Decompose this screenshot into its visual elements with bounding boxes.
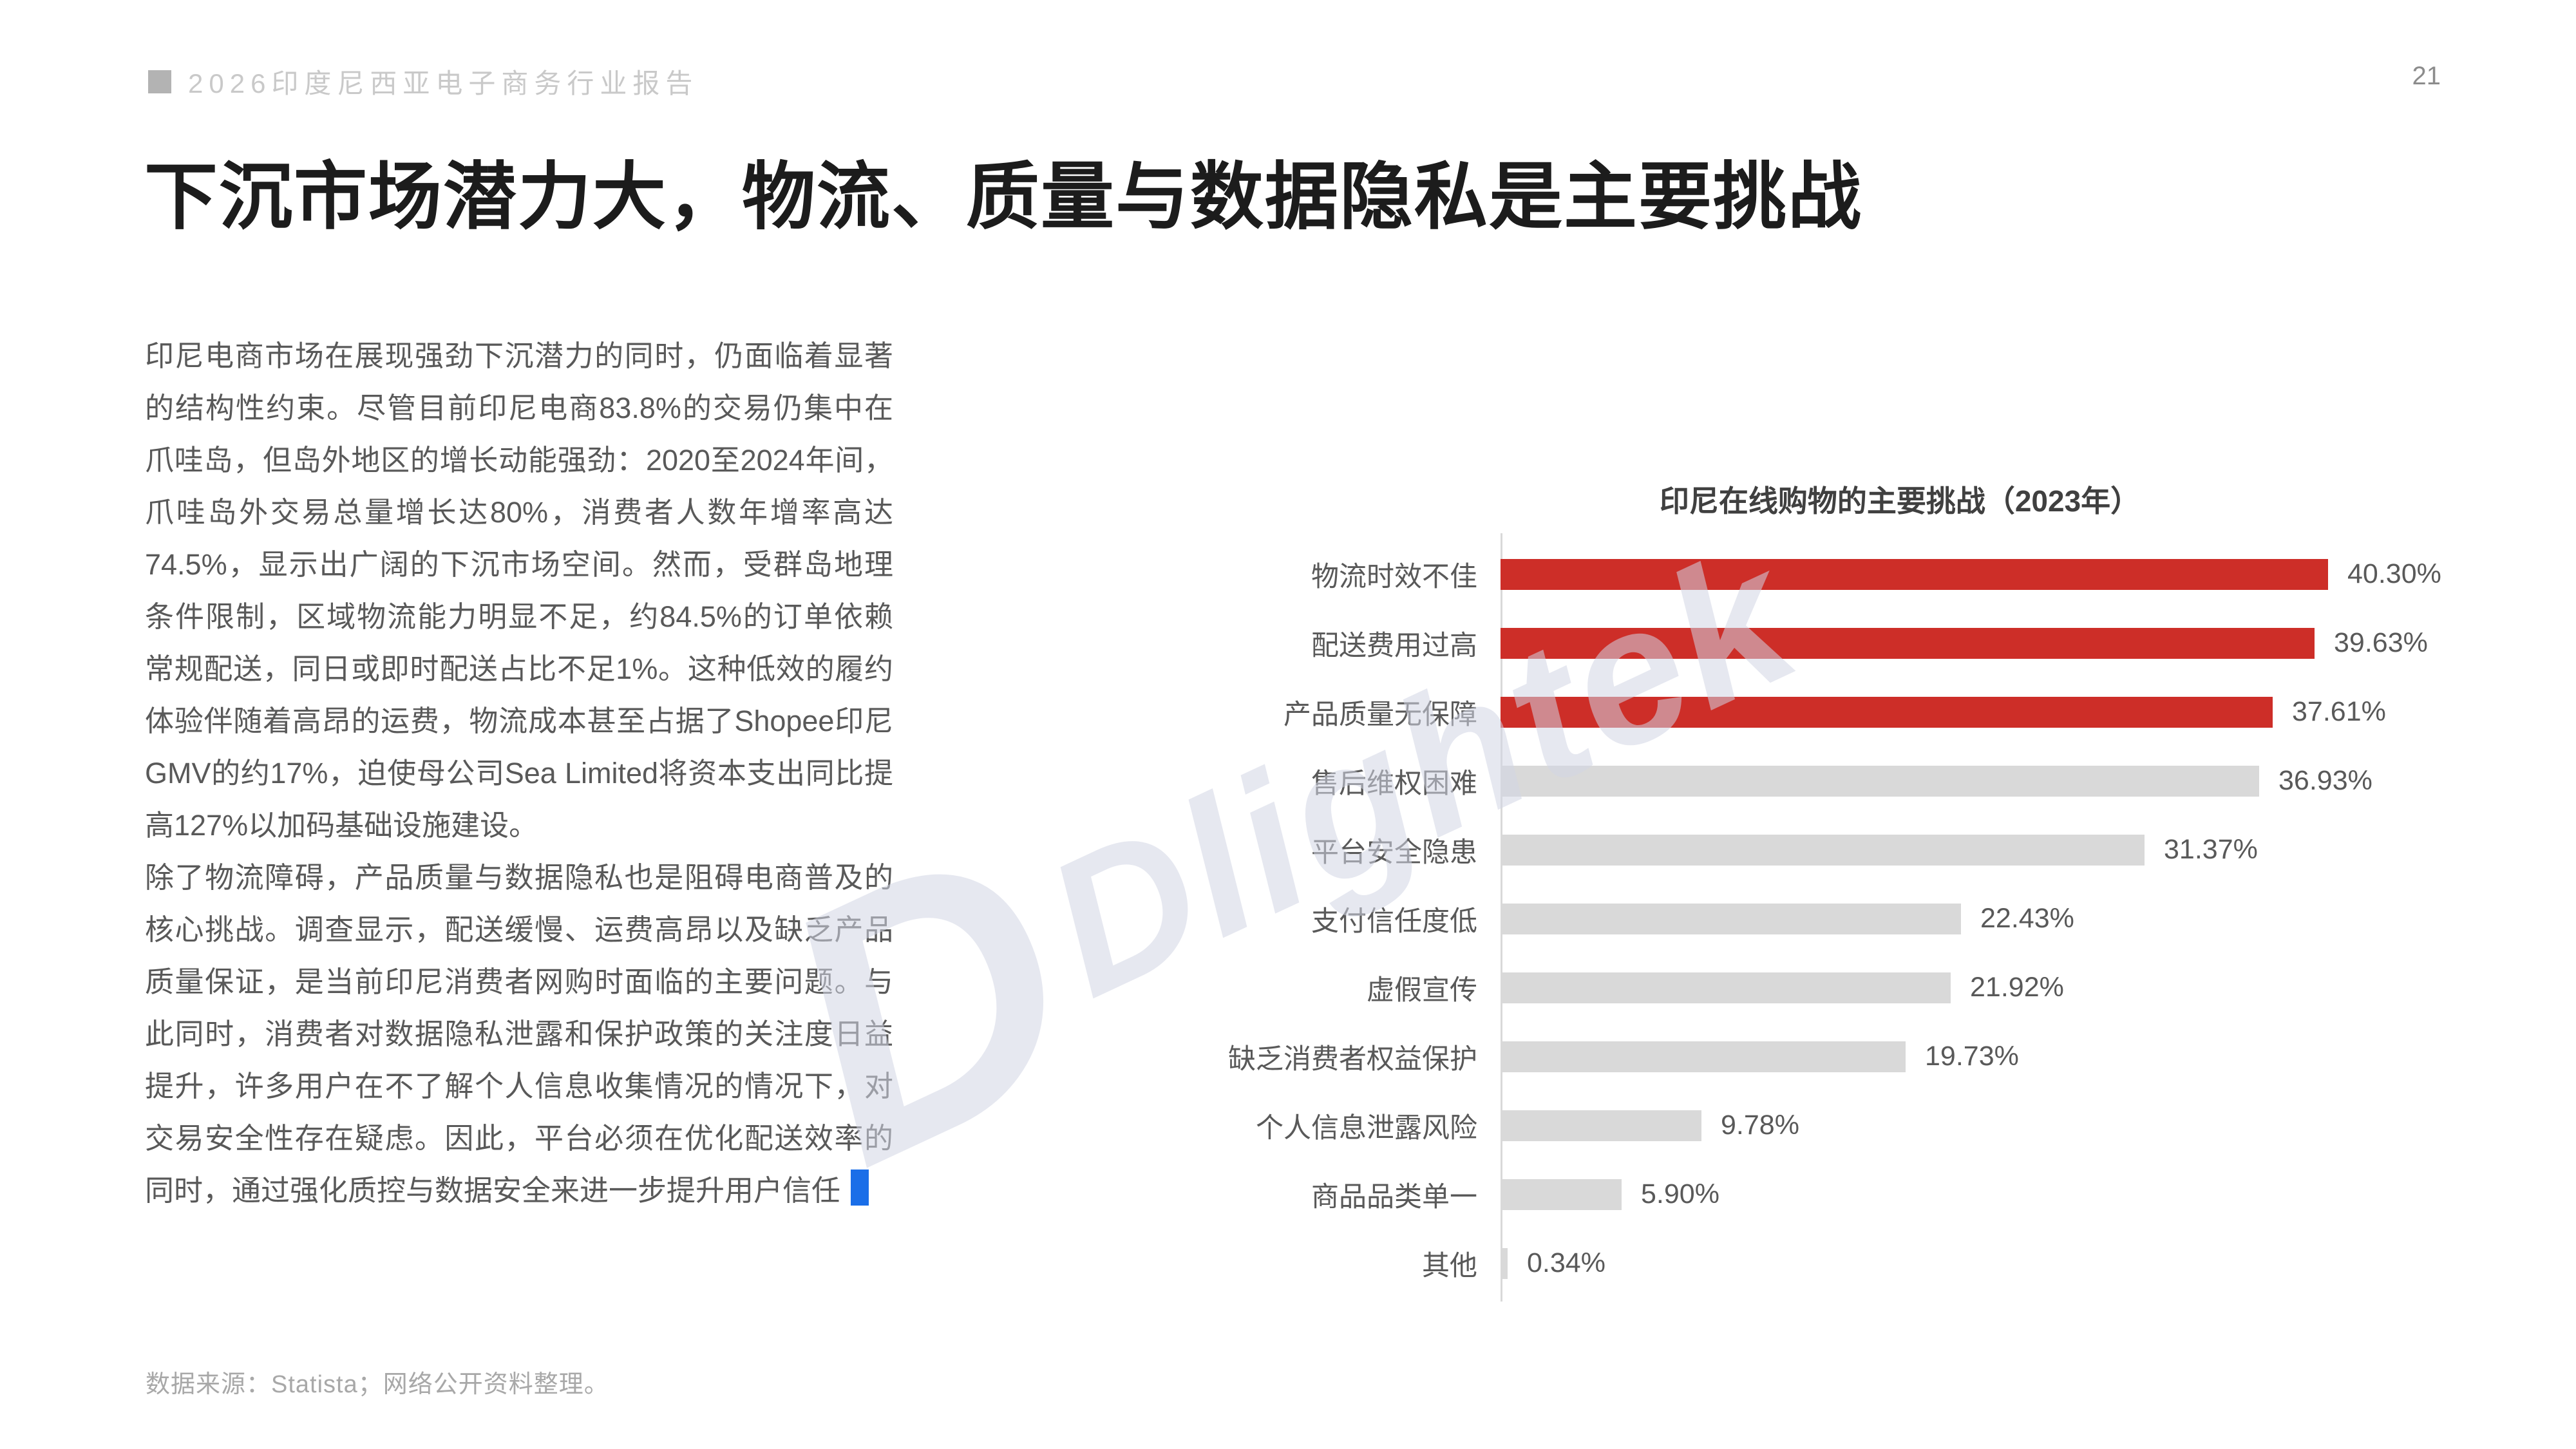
chart-rows: 物流时效不佳 40.30% 配送费用过高 39.63% 产品质量无保障 37.61% 售后维…: [1153, 540, 2537, 1298]
chart-row: 配送费用过高 39.63%: [1153, 609, 2537, 677]
category-label: 配送费用过高: [1311, 630, 1477, 661]
bar: [1501, 1179, 1622, 1210]
data-source-note: 数据来源：Statista；网络公开资料整理。: [146, 1371, 609, 1398]
paragraph: 印尼电商市场在展现强劲下沉潜力的同时，仍面临着显著的结构性约束。尽管目前印尼电商…: [145, 339, 893, 842]
bar-area: 37.61%: [1501, 696, 2537, 728]
chart-row: 个人信息泄露风险 9.78%: [1153, 1091, 2537, 1160]
value-label: 37.61%: [2292, 696, 2386, 727]
chart-row: 其他 0.34%: [1153, 1229, 2537, 1298]
chart-row: 物流时效不佳 40.30%: [1153, 540, 2537, 609]
chart-row: 商品品类单一 5.90%: [1153, 1160, 2537, 1229]
paragraph: 除了物流障碍，产品质量与数据隐私也是阻碍电商普及的核心挑战。调查显示，配送缓慢、…: [145, 851, 893, 1217]
value-label: 36.93%: [2278, 765, 2372, 796]
category-label: 平台安全隐患: [1311, 837, 1477, 868]
header-marker-square: [148, 70, 171, 93]
category-label: 物流时效不佳: [1311, 561, 1477, 592]
bar: [1501, 972, 1951, 1003]
category-label: 商品品类单一: [1311, 1181, 1477, 1213]
chart-title: 印尼在线购物的主要挑战（2023年）: [1659, 484, 2141, 518]
bar: [1501, 696, 2273, 728]
category-label: 产品质量无保障: [1283, 699, 1477, 730]
page-number: 21: [2412, 62, 2441, 90]
bar-area: 0.34%: [1501, 1247, 2537, 1279]
bar-area: 5.90%: [1501, 1179, 2537, 1210]
category-label: 其他: [1422, 1250, 1477, 1282]
body-text-block: 印尼电商市场在展现强劲下沉潜力的同时，仍面临着显著的结构性约束。尽管目前印尼电商…: [145, 330, 893, 1217]
bar: [1501, 1247, 1508, 1279]
page-title: 下沉市场潜力大，物流、质量与数据隐私是主要挑战: [144, 156, 1863, 239]
value-label: 0.34%: [1527, 1247, 1605, 1278]
bar: [1501, 627, 2315, 659]
bar: [1501, 903, 1961, 934]
value-label: 9.78%: [1721, 1110, 1799, 1141]
value-label: 21.92%: [1970, 972, 2064, 1003]
bar-area: 22.43%: [1501, 903, 2537, 934]
chart-row: 平台安全隐患 31.37%: [1153, 815, 2537, 884]
bar-area: 21.92%: [1501, 972, 2537, 1003]
bar: [1501, 1110, 1701, 1141]
paragraph-text: 除了物流障碍，产品质量与数据隐私也是阻碍电商普及的核心挑战。调查显示，配送缓慢、…: [145, 861, 893, 1207]
value-label: 22.43%: [1980, 903, 2074, 934]
bar: [1501, 558, 2328, 590]
bar: [1501, 765, 2259, 797]
category-label: 支付信任度低: [1311, 905, 1477, 937]
category-label: 虚假宣传: [1367, 974, 1477, 1006]
page-header: 2026印度尼西亚电子商务行业报告: [148, 62, 698, 101]
paragraph-end-marker: [851, 1170, 869, 1206]
value-label: 19.73%: [1925, 1041, 2019, 1072]
bar-area: 9.78%: [1501, 1110, 2537, 1141]
bar: [1501, 834, 2145, 866]
bar-area: 31.37%: [1501, 834, 2537, 866]
report-title: 2026印度尼西亚电子商务行业报告: [188, 68, 699, 99]
value-label: 5.90%: [1641, 1179, 1719, 1209]
chart-row: 缺乏消费者权益保护 19.73%: [1153, 1022, 2537, 1091]
chart-row: 产品质量无保障 37.61%: [1153, 677, 2537, 746]
chart-row: 虚假宣传 21.92%: [1153, 953, 2537, 1022]
category-label: 个人信息泄露风险: [1256, 1112, 1477, 1144]
value-label: 40.30%: [2347, 558, 2441, 589]
chart-row: 售后维权困难 36.93%: [1153, 746, 2537, 815]
bar-chart: 物流时效不佳 40.30% 配送费用过高 39.63% 产品质量无保障 37.61% 售后维…: [1153, 533, 2537, 1302]
category-label: 缺乏消费者权益保护: [1228, 1043, 1477, 1075]
bar: [1501, 1041, 1906, 1072]
bar-area: 19.73%: [1501, 1041, 2537, 1072]
category-label: 售后维权困难: [1311, 768, 1477, 799]
bar-area: 40.30%: [1501, 558, 2537, 590]
bar-area: 39.63%: [1501, 627, 2537, 659]
bar-area: 36.93%: [1501, 765, 2537, 797]
chart-row: 支付信任度低 22.43%: [1153, 884, 2537, 953]
value-label: 31.37%: [2164, 834, 2258, 865]
value-label: 39.63%: [2334, 627, 2428, 658]
